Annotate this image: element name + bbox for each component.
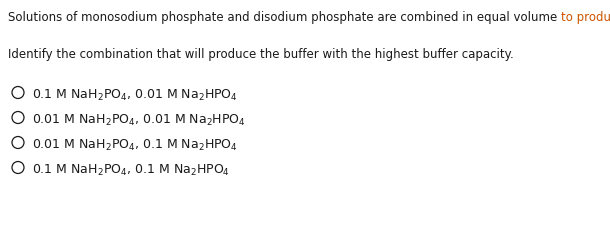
- Text: Identify the combination that will produce the buffer with the highest buffer ca: Identify the combination that will produ…: [8, 48, 514, 61]
- Text: 0.01 M NaH$_2$PO$_4$, 0.1 M Na$_2$HPO$_4$: 0.01 M NaH$_2$PO$_4$, 0.1 M Na$_2$HPO$_4…: [32, 138, 238, 153]
- Text: to produce a buffer.: to produce a buffer.: [561, 11, 610, 24]
- Text: 0.01 M NaH$_2$PO$_4$, 0.01 M Na$_2$HPO$_4$: 0.01 M NaH$_2$PO$_4$, 0.01 M Na$_2$HPO$_…: [32, 113, 246, 128]
- Text: Solutions of monosodium phosphate and disodium phosphate are combined in equal v: Solutions of monosodium phosphate and di…: [8, 11, 561, 24]
- Text: 0.1 M NaH$_2$PO$_4$, 0.1 M Na$_2$HPO$_4$: 0.1 M NaH$_2$PO$_4$, 0.1 M Na$_2$HPO$_4$: [32, 163, 230, 178]
- Text: 0.1 M NaH$_2$PO$_4$, 0.01 M Na$_2$HPO$_4$: 0.1 M NaH$_2$PO$_4$, 0.01 M Na$_2$HPO$_4…: [32, 88, 238, 103]
